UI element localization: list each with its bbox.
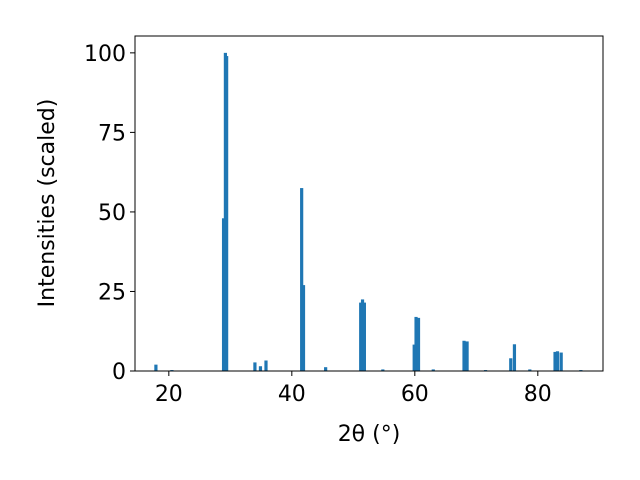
bar (225, 56, 229, 372)
bar (154, 364, 158, 371)
y-tick-label: 0 (112, 360, 126, 385)
bar (381, 369, 385, 371)
bar (412, 344, 416, 371)
bar (360, 299, 365, 371)
bar (300, 188, 304, 371)
bar (431, 369, 435, 371)
x-axis-label: 2θ (°) (338, 422, 401, 447)
bar (528, 369, 532, 371)
bar (324, 367, 328, 371)
bar (264, 360, 268, 371)
y-axis-label: Intensities (scaled) (35, 99, 60, 308)
bar (465, 341, 469, 371)
bar (359, 302, 363, 371)
bar (553, 351, 557, 371)
bar (221, 218, 226, 371)
bar (301, 285, 306, 371)
bar (512, 344, 517, 371)
plot-frame (134, 35, 604, 372)
bar (362, 302, 366, 371)
bar (258, 366, 263, 371)
y-tick-label: 25 (98, 280, 126, 305)
x-tick-label: 40 (278, 382, 306, 407)
bar (253, 362, 257, 371)
x-tick-label: 20 (155, 382, 183, 407)
y-tick-label: 75 (98, 121, 126, 146)
bar (509, 358, 513, 371)
x-tick-label: 80 (524, 382, 552, 407)
x-tick-label: 60 (401, 382, 429, 407)
bar (416, 317, 421, 371)
bar (462, 340, 466, 371)
y-tick-label: 50 (98, 201, 126, 226)
bar (559, 352, 563, 371)
y-tick-label: 100 (84, 42, 126, 67)
bar (414, 316, 418, 371)
bar (555, 351, 560, 371)
